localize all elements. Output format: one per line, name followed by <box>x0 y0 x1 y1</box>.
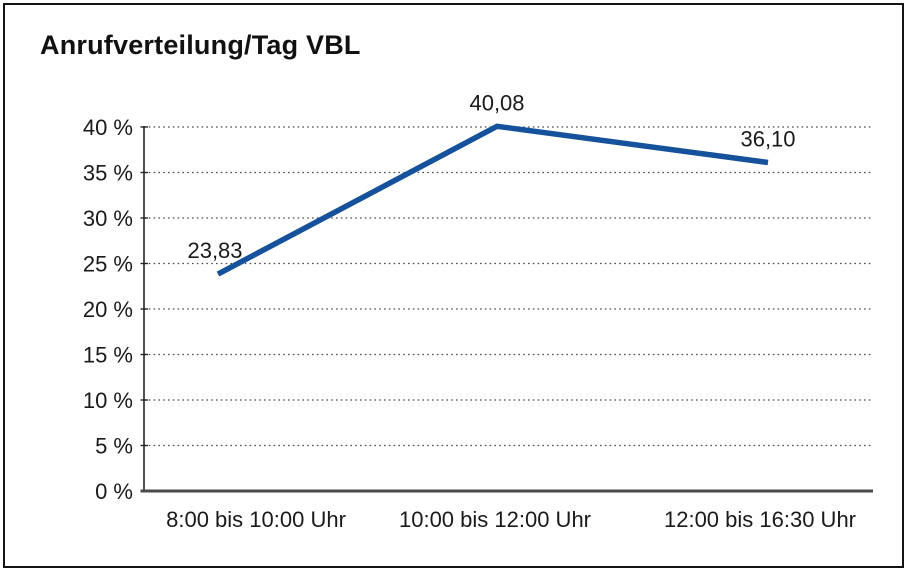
y-tick-label: 35 % <box>83 161 133 186</box>
y-tick-label: 0 % <box>95 479 133 504</box>
y-tick-label: 25 % <box>83 252 133 277</box>
x-category-label: 12:00 bis 16:30 Uhr <box>664 507 856 532</box>
y-tick-label: 15 % <box>83 343 133 368</box>
y-tick-label: 10 % <box>83 388 133 413</box>
data-series-line <box>216 123 769 277</box>
y-tick-label: 40 % <box>83 115 133 140</box>
data-point-label: 23,83 <box>187 238 242 263</box>
data-point-label: 36,10 <box>740 126 795 151</box>
x-category-label: 8:00 bis 10:00 Uhr <box>166 507 346 532</box>
y-tick-label: 30 % <box>83 206 133 231</box>
chart-title: Anrufverteilung/Tag VBL <box>40 30 361 60</box>
x-category-label: 10:00 bis 12:00 Uhr <box>399 507 591 532</box>
y-tick-label: 5 % <box>95 434 133 459</box>
data-point-label: 40,08 <box>469 90 524 115</box>
y-tick-label: 20 % <box>83 297 133 322</box>
